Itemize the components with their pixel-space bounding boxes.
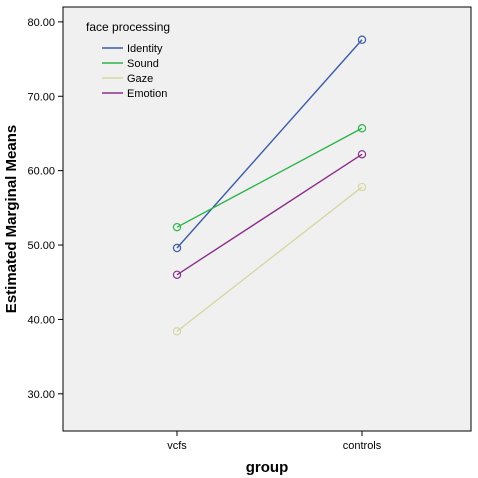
series-emotion (172, 150, 367, 279)
series-line (176, 39, 363, 249)
y-tick-label: 70.00 (27, 91, 55, 103)
x-tick-label: controls (343, 440, 382, 452)
y-axis-title: Estimated Marginal Means (3, 125, 20, 313)
series-line (176, 153, 363, 276)
data-point (357, 124, 367, 133)
data-point (357, 150, 367, 159)
legend-item: Emotion (102, 88, 167, 100)
series-line (176, 127, 363, 228)
y-tick-label: 80.00 (27, 17, 55, 29)
legend-label: Identity (127, 43, 163, 55)
y-tick-label: 40.00 (27, 314, 55, 326)
y-axis: 30.00 40.00 50.00 60.00 70.00 80.00 (27, 17, 63, 401)
data-point (172, 222, 182, 232)
data-point (172, 270, 182, 279)
series-line (176, 186, 363, 332)
legend-item: Sound (102, 58, 159, 70)
y-tick-label: 30.00 (27, 389, 55, 401)
legend-label: Emotion (127, 88, 167, 100)
legend-label: Gaze (127, 73, 153, 85)
data-point (357, 182, 367, 192)
data-point (172, 327, 182, 336)
x-tick-label: vcfs (167, 440, 187, 452)
x-axis: vcfs controls (167, 431, 382, 452)
data-point (172, 243, 182, 253)
series-identity (172, 35, 367, 253)
series-sound (172, 124, 367, 232)
legend-item: Identity (102, 43, 163, 55)
x-axis-title: group (246, 459, 289, 476)
series-layer (172, 35, 367, 336)
y-tick-label: 50.00 (27, 240, 55, 252)
legend-title: face processing (86, 20, 170, 34)
legend: face processing Identity Sound Gaze Emotion (86, 20, 170, 100)
data-point (357, 35, 367, 44)
plot-area (62, 6, 472, 432)
legend-label: Sound (127, 58, 159, 70)
y-tick-label: 60.00 (27, 166, 55, 178)
series-gaze (172, 182, 367, 336)
legend-item: Gaze (102, 73, 153, 85)
